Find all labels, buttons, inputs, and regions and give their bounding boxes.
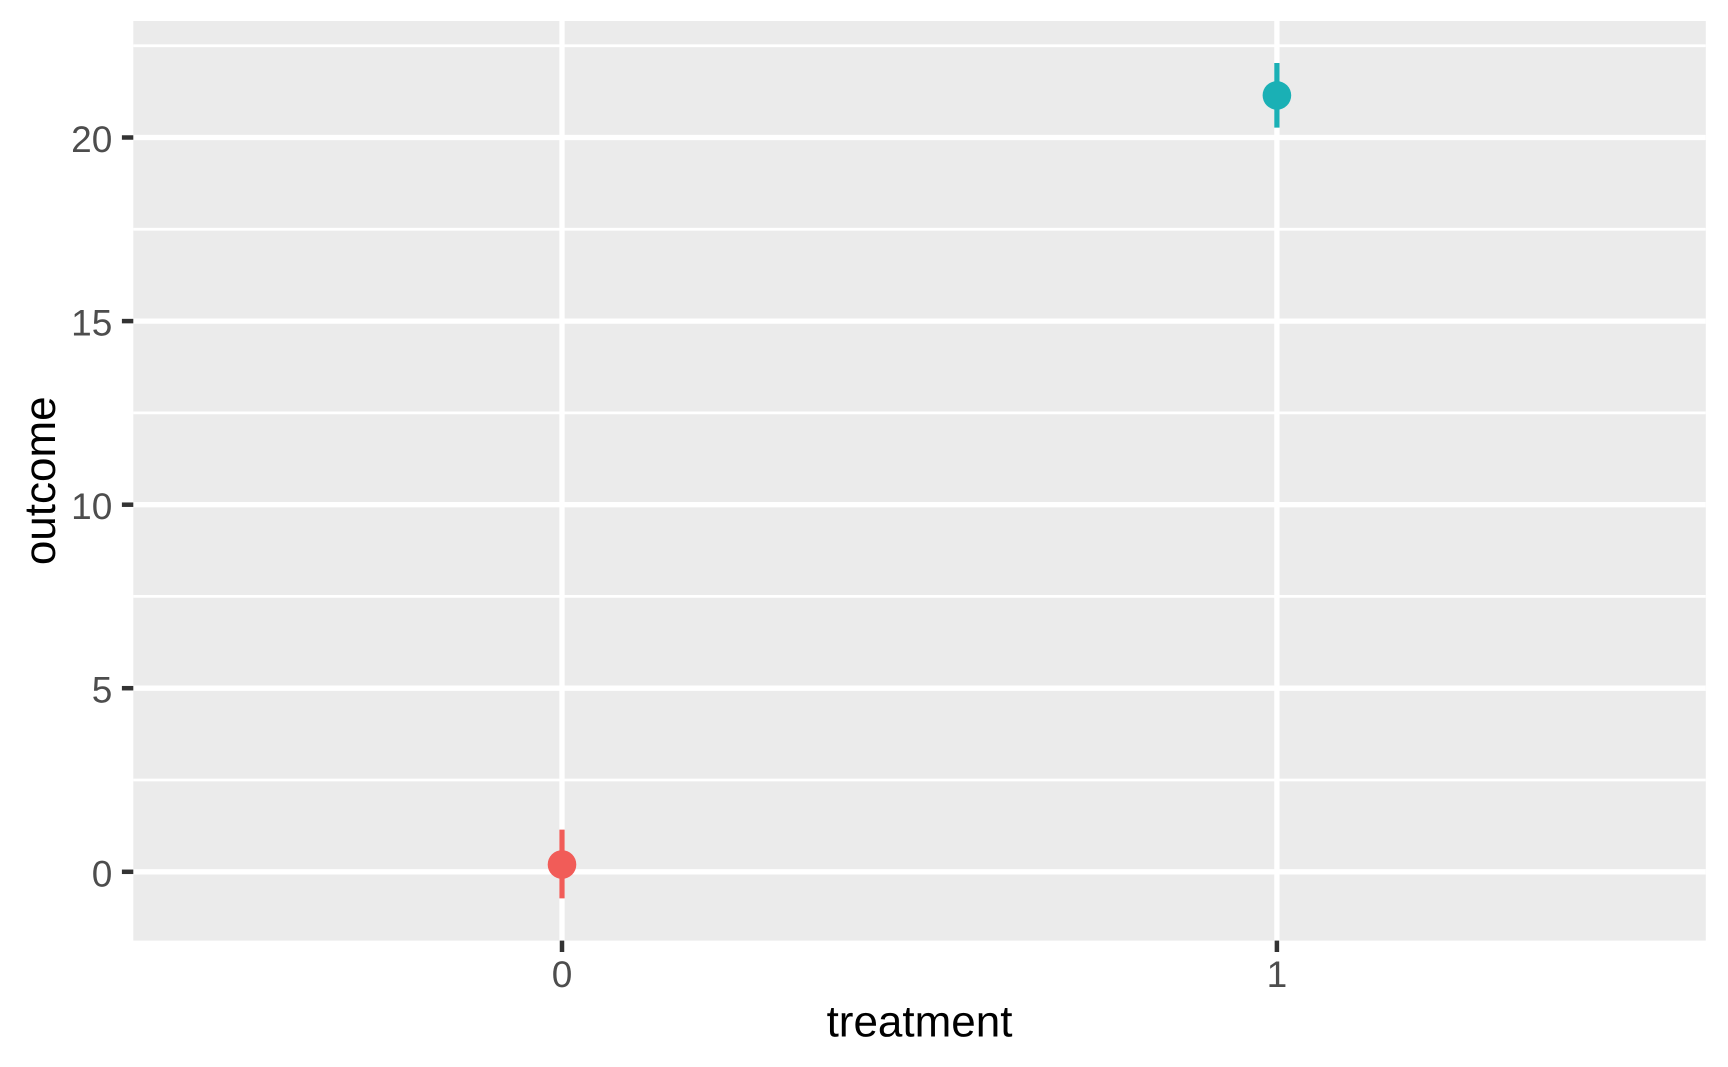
svg-text:10: 10 <box>71 486 112 527</box>
svg-text:0: 0 <box>552 954 573 995</box>
svg-text:outcome: outcome <box>16 396 65 565</box>
svg-text:20: 20 <box>71 119 112 160</box>
svg-text:1: 1 <box>1267 954 1288 995</box>
svg-text:15: 15 <box>71 303 112 344</box>
svg-text:treatment: treatment <box>827 998 1013 1047</box>
svg-text:5: 5 <box>92 670 113 711</box>
svg-text:0: 0 <box>92 853 113 894</box>
